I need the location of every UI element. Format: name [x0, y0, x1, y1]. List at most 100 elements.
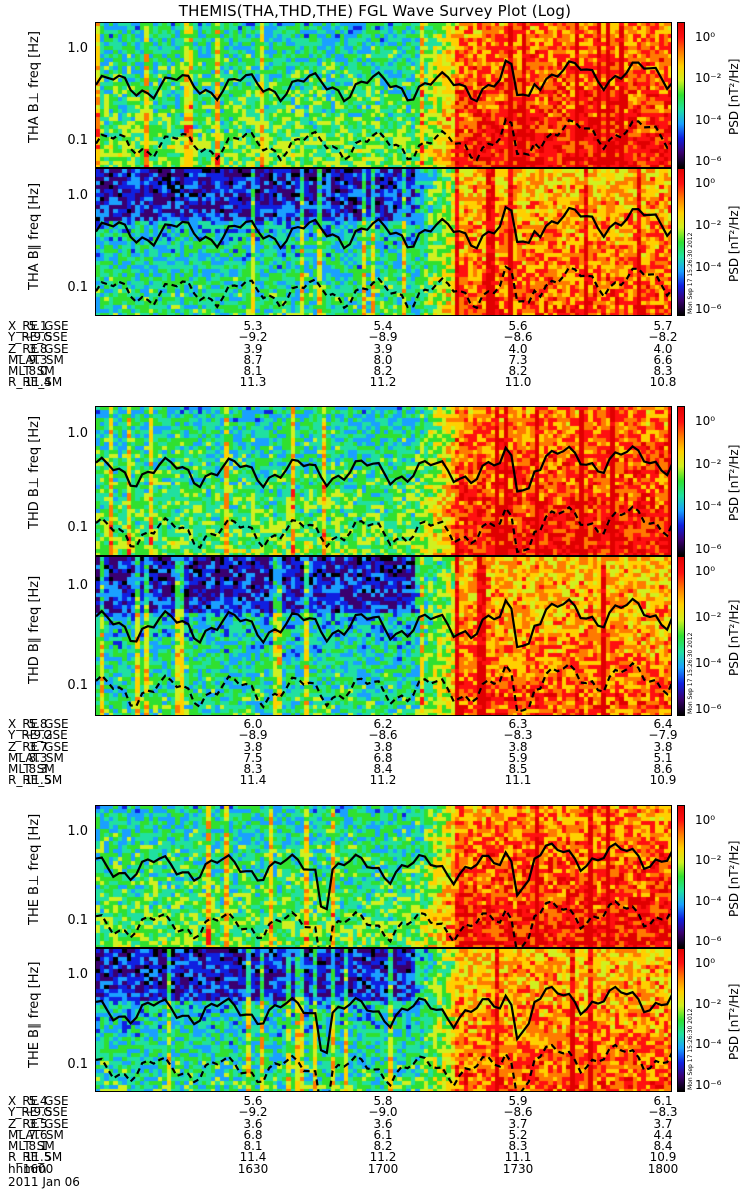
- ephemeris-row: Z_RE_GSE 3.5 3.6 3.6 3.7 3.7: [8, 1116, 748, 1131]
- ephemeris-row: MLAT_SM 8.3 7.5 6.8 5.9 5.1: [8, 750, 748, 765]
- ephemeris-name: MLT_SM: [8, 762, 55, 777]
- colorbar-label: PSD [nT²/Hz]: [727, 58, 741, 135]
- spectrogram-panel: [95, 406, 672, 556]
- colorbar-tick: 10⁻²: [695, 456, 722, 471]
- ephemeris-value: −8.3: [503, 728, 533, 743]
- panel-label: THD B⊥: [27, 476, 42, 529]
- colorbar-tick: 10⁻²: [695, 610, 722, 624]
- ephemeris-value: 5.1: [653, 750, 673, 765]
- panel-ylabel: THA B∥ freq [Hz]: [27, 183, 42, 290]
- ephemeris-value: 6.8: [243, 1127, 263, 1142]
- ephemeris-row: MLAT_SM 7.6 6.8 6.1 5.2 4.4: [8, 1127, 748, 1142]
- ephemeris-value: −8.9: [368, 330, 398, 345]
- colorbar: [677, 805, 685, 948]
- ytick-label: 0.1: [67, 280, 88, 296]
- ephemeris-value: −9.2: [238, 330, 268, 345]
- ephemeris-name: MLAT_SM: [8, 1127, 64, 1142]
- ephemeris-value: 8.2: [373, 364, 393, 379]
- ephemeris-value: 7.5: [243, 750, 263, 765]
- ephemeris-value: 5.1: [28, 319, 48, 333]
- ephemeris-name: MLT_SM: [8, 364, 55, 379]
- yaxis-label: freq [Hz]: [27, 575, 42, 633]
- ephemeris-value: −9.5: [23, 330, 53, 345]
- upper-frequency-line: [96, 444, 671, 493]
- ephemeris-name: MLAT_SM: [8, 352, 64, 367]
- ephemeris-name: R_RE_SM: [8, 375, 63, 390]
- ephemeris-value: 8.1: [28, 1139, 48, 1154]
- ephemeris-value: 7.6: [28, 1127, 48, 1142]
- ephemeris-value: 5.6: [243, 1094, 263, 1108]
- lower-frequency-line: [96, 1043, 671, 1091]
- colorbar-tick: 10⁰: [695, 176, 716, 190]
- lower-frequency-line: [96, 265, 671, 310]
- ephemeris-row: Z_RE_GSE 3.8 3.9 3.9 4.0 4.0: [8, 341, 748, 356]
- ephemeris-value: −8.6: [503, 1105, 533, 1120]
- panel-label: THA B∥: [27, 243, 42, 290]
- panel-ylabel: THE B∥ freq [Hz]: [27, 962, 42, 1068]
- ephemeris-value: 6.6: [653, 352, 673, 367]
- ephemeris-row: MLT_SM 8.0 8.1 8.2 8.2 8.3: [8, 364, 748, 379]
- colorbar-label: PSD [nT²/Hz]: [727, 840, 741, 917]
- ephemeris-value: −9.5: [23, 1105, 53, 1120]
- ephemeris-value: 8.0: [28, 364, 48, 379]
- ephemeris-name: Z_RE_GSE: [8, 739, 69, 754]
- ephemeris-name: X_RE_GSE: [8, 717, 69, 731]
- colorbar: [677, 168, 685, 316]
- ephemeris-row: Z_RE_GSE 3.7 3.8 3.8 3.8 3.8: [8, 739, 748, 754]
- ephemeris-value: 6.1: [653, 1094, 673, 1108]
- ephemeris-value: 11.3: [239, 375, 267, 390]
- colorbar-tick: 10⁻²: [695, 996, 722, 1011]
- ephemeris-value: −8.6: [368, 728, 398, 743]
- panel-label: THE B⊥: [27, 874, 42, 925]
- ephemeris-name: Z_RE_GSE: [8, 341, 69, 356]
- ephemeris-value: 7.3: [508, 352, 528, 367]
- ephemeris-value: 8.2: [373, 1139, 393, 1154]
- ephemeris-table: X_RE_GSE 5.1 5.3 5.4 5.6 5.7 Y_RE_GSE −9.5 −9.2 −…: [8, 319, 748, 390]
- colorbar: [677, 22, 685, 168]
- ephemeris-value: 8.6: [653, 762, 673, 777]
- ephemeris-row: hhmm 1600 1630 1700 1730 1800: [8, 1161, 748, 1176]
- frequency-lines: [96, 205, 671, 310]
- spectrogram-panel: [95, 168, 672, 316]
- ephemeris-value: 8.1: [243, 364, 263, 379]
- ephemeris-name: X_RE_GSE: [8, 1094, 69, 1108]
- ytick-label: 1.0: [67, 187, 88, 203]
- ephemeris-value: 5.7: [653, 319, 673, 333]
- colorbar-tick: 10⁻⁶: [695, 154, 722, 168]
- ephemeris-name: Z_RE_GSE: [8, 1116, 69, 1131]
- ephemeris-value: 1600: [22, 1161, 54, 1176]
- timestamp: Mon Sep 17 15:26:30 2012: [687, 232, 694, 314]
- colorbar-tick: 10⁻⁴: [695, 260, 722, 274]
- colorbar-tick: 10⁻⁶: [695, 302, 722, 316]
- colorbar-tick: 10⁻⁶: [695, 702, 722, 716]
- colorbar-tick: 10⁰: [695, 813, 716, 827]
- ephemeris-value: 8.3: [28, 762, 48, 777]
- colorbar-tick: 10⁻⁴: [695, 893, 722, 908]
- ephemeris-value: −8.3: [648, 1105, 678, 1120]
- spectrogram-panel: [95, 948, 672, 1092]
- ephemeris-value: 8.3: [653, 364, 673, 379]
- ephemeris-value: 8.3: [243, 762, 263, 777]
- colorbar-tick: 10⁻⁴: [695, 499, 722, 514]
- ephemeris-value: 3.8: [653, 739, 673, 754]
- ephemeris-value: 6.8: [373, 750, 393, 765]
- ephemeris-value: 1630: [237, 1161, 269, 1176]
- ephemeris-value: 11.1: [504, 1150, 532, 1165]
- ephemeris-value: −7.9: [648, 728, 678, 743]
- ephemeris-name: Y_RE_GSE: [8, 728, 68, 743]
- ephemeris-name: R_RE_SM: [8, 773, 63, 788]
- lower-frequency-line: [96, 899, 671, 947]
- ephemeris-row: MLT_SM 8.1 8.1 8.2 8.3 8.4: [8, 1139, 748, 1154]
- ephemeris-value: 6.2: [373, 717, 393, 731]
- lower-frequency-line: [96, 117, 671, 162]
- colorbar-tick: 10⁻²: [695, 853, 722, 868]
- frequency-lines: [96, 985, 671, 1091]
- ephemeris-value: 5.9: [508, 750, 528, 765]
- ytick-label: 1.0: [67, 578, 88, 594]
- ytick-label: 0.1: [67, 913, 88, 929]
- ytick-label: 1.0: [67, 41, 88, 57]
- ephemeris-row: MLT_SM 8.3 8.3 8.4 8.5 8.6: [8, 762, 748, 777]
- colorbar-tick: 10⁰: [695, 30, 716, 44]
- spectrogram-image: [96, 23, 671, 167]
- colorbar-tick: 10⁰: [695, 414, 716, 428]
